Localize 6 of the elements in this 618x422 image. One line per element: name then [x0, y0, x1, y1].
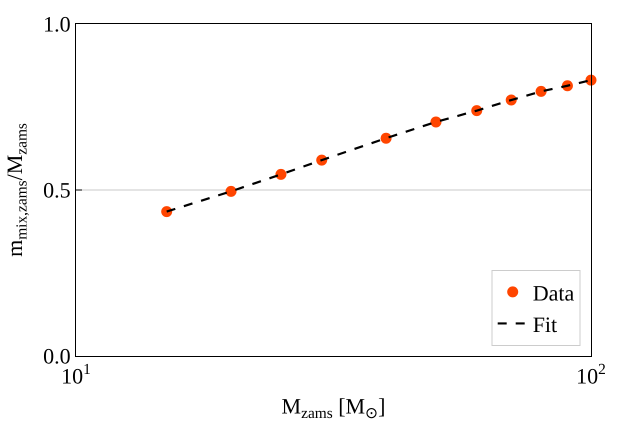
legend-label: Fit [532, 312, 558, 338]
legend-label: Data [532, 280, 574, 306]
x-axis-title: M$_{zams}$ [M$_{⊙}$] [282, 393, 386, 422]
y-tick-label: 1.0 [43, 12, 71, 37]
x-tick-label: 10$^{2}$ [576, 361, 606, 388]
y-tick-label: 0.5 [43, 178, 71, 203]
